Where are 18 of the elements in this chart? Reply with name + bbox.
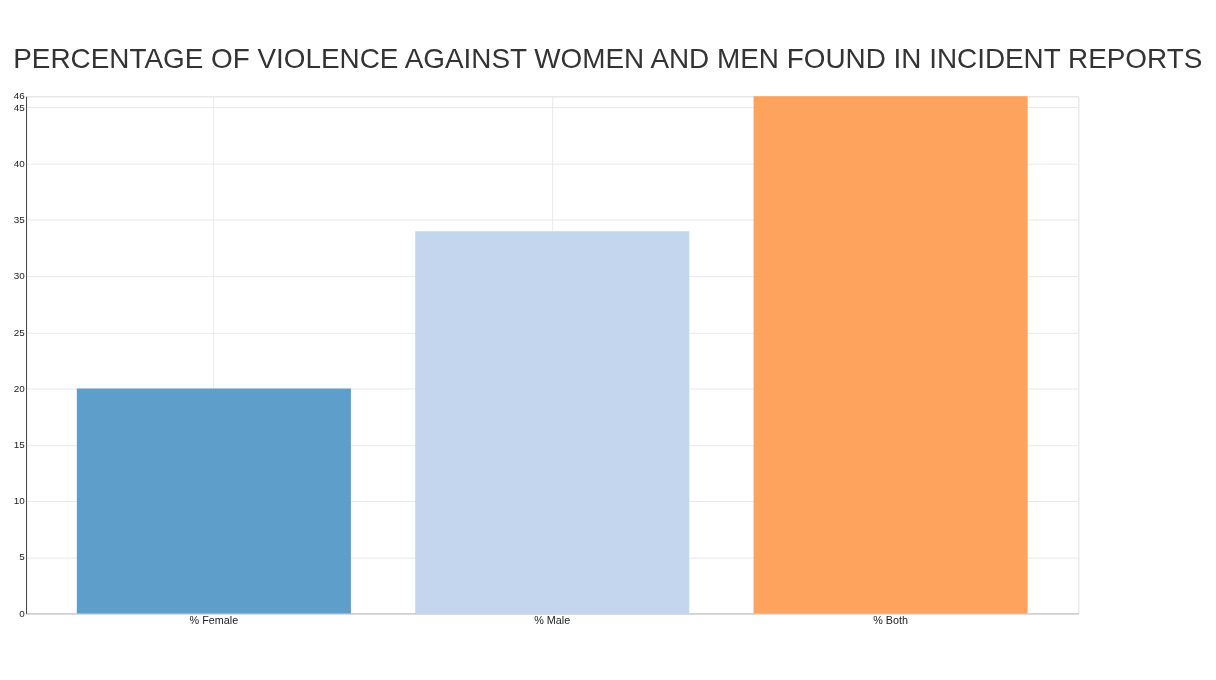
x-tick-label: % Male	[534, 613, 571, 626]
x-tick-label: % Female	[189, 613, 239, 626]
y-tick-label: 35	[13, 214, 26, 226]
bar	[76, 388, 351, 614]
bar	[415, 231, 690, 614]
y-tick-label: 20	[13, 382, 26, 394]
x-tick-label: % Both	[873, 613, 908, 626]
y-tick-label: 25	[13, 326, 26, 338]
y-tick-label: 40	[13, 157, 26, 169]
y-tick-label: 10	[13, 495, 26, 507]
chart-title: PERCENTAGE OF VIOLENCE AGAINST WOMEN AND MEN FOUND IN INCIDENT REPORTS	[13, 43, 1203, 75]
y-tick-label: 45	[13, 101, 26, 113]
y-tick-label: 46	[13, 90, 26, 102]
y-tick-label: 5	[19, 551, 26, 563]
y-tick-label: 15	[13, 438, 26, 450]
bar	[753, 96, 1028, 614]
y-tick-label: 30	[13, 270, 26, 282]
y-tick-label: 0	[19, 607, 26, 619]
